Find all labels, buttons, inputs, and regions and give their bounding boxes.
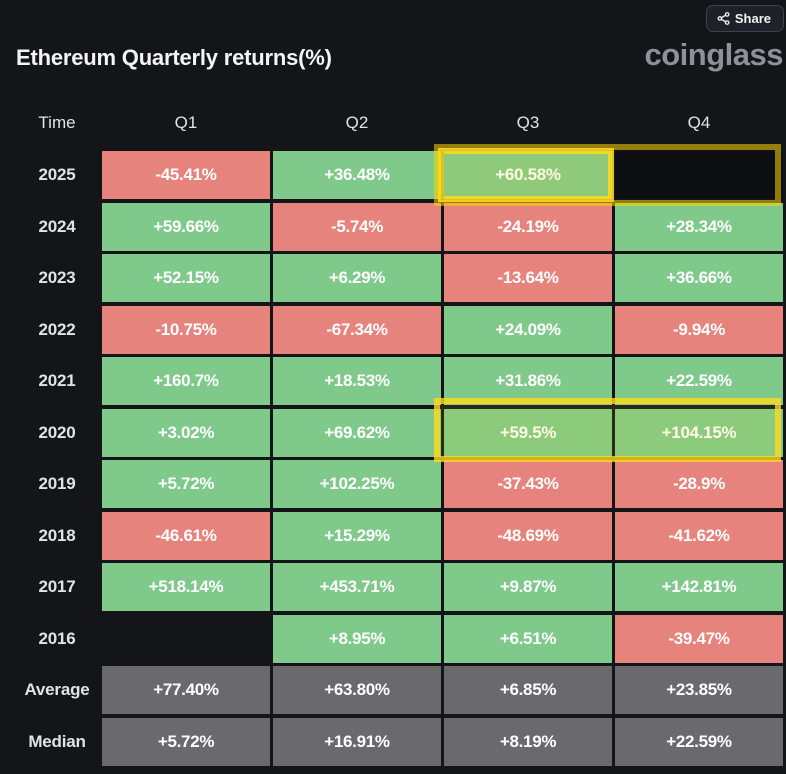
cell-2025-q4	[615, 151, 783, 199]
table-row-median: Median +5.72% +16.91% +8.19% +22.59%	[0, 717, 783, 766]
row-label-2023: 2023	[38, 268, 76, 287]
cell-2023-q2: +6.29%	[273, 254, 441, 302]
cell-median-q4: +22.59%	[615, 717, 783, 766]
cell-2023-q3: -13.64%	[444, 254, 612, 302]
row-label-2018: 2018	[38, 525, 76, 545]
row-label-2016: 2016	[38, 628, 76, 648]
row-label-2017: 2017	[38, 577, 76, 596]
row-label-median: Median	[28, 731, 86, 751]
cell-2021-q4: +22.59%	[615, 357, 783, 405]
coinglass-logo: coinglass	[644, 37, 784, 72]
cell-2019-q2: +102.25%	[273, 460, 441, 508]
cell-2025-q3: +60.58%	[444, 151, 612, 199]
column-header-q3: Q3	[516, 113, 540, 132]
cell-2023-q1: +52.15%	[102, 254, 270, 302]
table-row-2017: 2017 +518.14% +453.71% +9.87% +142.81%	[0, 563, 783, 611]
cell-2024-q1: +59.66%	[102, 202, 270, 251]
cell-2018-q1: -46.61%	[102, 511, 270, 560]
row-label-2024: 2024	[38, 216, 76, 236]
cell-2016-q1	[102, 615, 270, 663]
cell-2018-q4: -41.62%	[615, 511, 783, 560]
cell-2019-q4: -28.9%	[615, 460, 783, 508]
cell-2017-q4: +142.81%	[615, 563, 783, 611]
cell-median-q1: +5.72%	[102, 717, 270, 766]
cell-average-q4: +23.85%	[615, 666, 783, 714]
cell-2021-q1: +160.7%	[102, 357, 270, 405]
cell-2021-q2: +18.53%	[273, 357, 441, 405]
cell-2020-q3: +59.5%	[444, 408, 612, 457]
cell-2018-q3: -48.69%	[444, 511, 612, 560]
cell-2024-q3: -24.19%	[444, 202, 612, 251]
cell-2017-q2: +453.71%	[273, 563, 441, 611]
table-row-2018: 2018 -46.61% +15.29% -48.69% -41.62%	[0, 511, 783, 560]
cell-2020-q2: +69.62%	[273, 408, 441, 457]
table-row-2016: 2016 +8.95% +6.51% -39.47%	[0, 614, 783, 663]
table-row-2024: 2024 +59.66% -5.74% -24.19% +28.34%	[0, 202, 783, 251]
row-label-2020: 2020	[38, 422, 76, 442]
share-icon	[717, 12, 730, 25]
cell-2022-q2: -67.34%	[273, 305, 441, 354]
column-header-q2: Q2	[345, 113, 369, 132]
column-header-q4: Q4	[687, 113, 711, 132]
cell-2023-q4: +36.66%	[615, 254, 783, 302]
table-row-2025: 2025 -45.41% +36.48% +60.58%	[0, 151, 783, 199]
cell-2021-q3: +31.86%	[444, 357, 612, 405]
page-title: Ethereum Quarterly returns(%)	[16, 45, 332, 70]
cell-average-q2: +63.80%	[273, 666, 441, 714]
row-label-2022: 2022	[38, 319, 76, 339]
row-label-2025: 2025	[38, 165, 76, 184]
cell-median-q3: +8.19%	[444, 717, 612, 766]
column-header-time: Time	[38, 113, 76, 132]
table-row-2021: 2021 +160.7% +18.53% +31.86% +22.59%	[0, 357, 783, 405]
cell-average-q3: +6.85%	[444, 666, 612, 714]
row-label-2019: 2019	[38, 474, 76, 493]
table-row-2020: 2020 +3.02% +69.62% +59.5% +104.15%	[0, 408, 783, 457]
share-button-label: Share	[734, 11, 771, 26]
table-row-2022: 2022 -10.75% -67.34% +24.09% -9.94%	[0, 305, 783, 354]
cell-2019-q3: -37.43%	[444, 460, 612, 508]
cell-2016-q3: +6.51%	[444, 614, 612, 663]
cell-2024-q4: +28.34%	[615, 202, 783, 251]
returns-table: Time Q1 Q2 Q3 Q4 2025 -45.41% +36.48% +60.58% 20…	[0, 102, 783, 769]
cell-2017-q3: +9.87%	[444, 563, 612, 611]
table-row-2019: 2019 +5.72% +102.25% -37.43% -28.9%	[0, 460, 783, 508]
cell-2018-q2: +15.29%	[273, 511, 441, 560]
cell-average-q1: +77.40%	[102, 666, 270, 714]
cell-2024-q2: -5.74%	[273, 202, 441, 251]
table-row-average: Average +77.40% +63.80% +6.85% +23.85%	[0, 666, 783, 714]
cell-2019-q1: +5.72%	[102, 460, 270, 508]
table-row-2023: 2023 +52.15% +6.29% -13.64% +36.66%	[0, 254, 783, 302]
share-button[interactable]: Share	[705, 5, 784, 32]
cell-2016-q4: -39.47%	[615, 614, 783, 663]
cell-median-q2: +16.91%	[273, 717, 441, 766]
cell-2022-q3: +24.09%	[444, 305, 612, 354]
cell-2017-q1: +518.14%	[102, 563, 270, 611]
cell-2020-q1: +3.02%	[102, 408, 270, 457]
column-header-q1: Q1	[174, 113, 198, 132]
cell-2020-q4: +104.15%	[615, 408, 783, 457]
table-header-row: Time Q1 Q2 Q3 Q4	[0, 102, 783, 144]
cell-2022-q1: -10.75%	[102, 305, 270, 354]
cell-2025-q1: -45.41%	[102, 151, 270, 199]
cell-2025-q2: +36.48%	[273, 151, 441, 199]
table-body: 2025 -45.41% +36.48% +60.58% 2024 +59.66% -5.7…	[0, 151, 783, 766]
row-label-average: Average	[24, 680, 90, 699]
cell-2016-q2: +8.95%	[273, 614, 441, 663]
cell-2022-q4: -9.94%	[615, 305, 783, 354]
row-label-2021: 2021	[38, 371, 76, 390]
